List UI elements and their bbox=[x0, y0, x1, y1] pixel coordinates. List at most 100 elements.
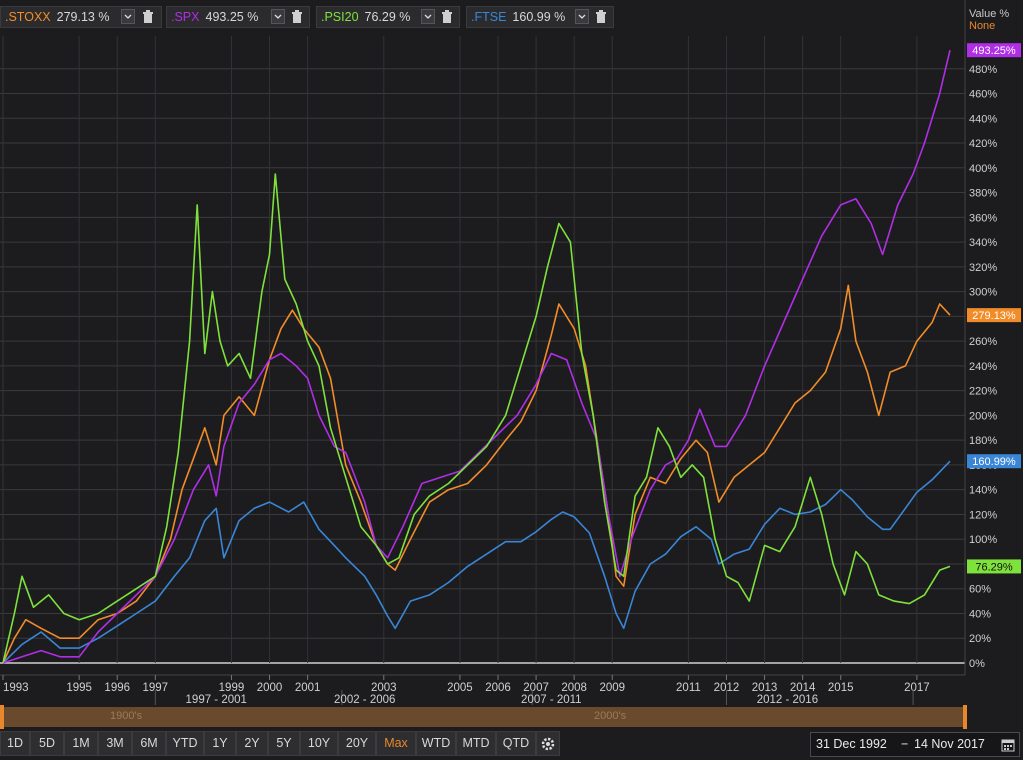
x-tick-label: 2014 bbox=[790, 682, 816, 694]
y-tick-label: 240% bbox=[969, 361, 997, 373]
y-axis-ticks: 0%20%40%60%80%100%120%140%160%180%200%22… bbox=[969, 64, 997, 670]
gridlines bbox=[0, 0, 966, 676]
x-tick-label: 1993 bbox=[3, 682, 29, 694]
y-tick-label: 320% bbox=[969, 262, 997, 274]
legend-value: 160.99 % bbox=[512, 10, 566, 24]
y-tick-label: 260% bbox=[969, 336, 997, 348]
period-button-1d[interactable]: 1D bbox=[0, 731, 30, 756]
x-tick-label: 2005 bbox=[447, 682, 473, 694]
y-tick-label: 420% bbox=[969, 138, 997, 150]
chevron-down-icon[interactable] bbox=[271, 9, 285, 24]
badge-bg bbox=[967, 43, 1021, 58]
y-tick-label: 340% bbox=[969, 237, 997, 249]
period-button-1m[interactable]: 1M bbox=[64, 731, 98, 756]
legend-symbol: .SPX bbox=[171, 10, 200, 24]
period-button-10y[interactable]: 10Y bbox=[300, 731, 338, 756]
badge-label: 493.25% bbox=[972, 45, 1016, 57]
last-value-badge: 279.13% bbox=[967, 308, 1021, 323]
range-end-handle[interactable] bbox=[963, 705, 967, 729]
badge-label: 160.99% bbox=[972, 456, 1016, 468]
legend-chip-psi20[interactable]: .PSI20 76.29 % bbox=[316, 6, 460, 28]
legend-symbol: .FTSE bbox=[471, 10, 507, 24]
range-era-label: 1900's bbox=[110, 710, 143, 722]
period-button-max[interactable]: Max bbox=[376, 731, 416, 756]
period-button-2y[interactable]: 2Y bbox=[236, 731, 268, 756]
x-tick-label: 2003 bbox=[371, 682, 397, 694]
y-tick-label: 200% bbox=[969, 410, 997, 422]
legend-chip-ftse[interactable]: .FTSE 160.99 % bbox=[466, 6, 614, 28]
period-button-qtd[interactable]: QTD bbox=[496, 731, 536, 756]
trash-icon[interactable] bbox=[594, 9, 608, 25]
calendar-icon[interactable] bbox=[1001, 737, 1015, 760]
y-tick-label: 20% bbox=[969, 633, 991, 645]
legend-bar: .STOXX 279.13 % .SPX 493.25 % .PSI20 76.29 … bbox=[0, 0, 965, 34]
badge-label: 76.29% bbox=[975, 561, 1013, 573]
y-tick-label: 60% bbox=[969, 584, 991, 596]
x-tick-label: 2011 bbox=[676, 682, 701, 694]
period-button-3m[interactable]: 3M bbox=[98, 731, 132, 756]
last-value-badge: 160.99% bbox=[967, 454, 1021, 469]
x-group-label: 2002 - 2006 bbox=[334, 694, 395, 705]
value-axis-title: Value % bbox=[969, 8, 1010, 20]
y-tick-label: 380% bbox=[969, 188, 997, 200]
trash-icon[interactable] bbox=[290, 9, 304, 25]
date-range-end: 14 Nov 2017 bbox=[914, 737, 985, 751]
date-range-separator: − bbox=[901, 737, 909, 751]
badge-bg bbox=[967, 454, 1021, 469]
period-button-ytd[interactable]: YTD bbox=[166, 731, 204, 756]
period-button-6m[interactable]: 6M bbox=[132, 731, 166, 756]
y-tick-label: 40% bbox=[969, 608, 991, 620]
badge-bg bbox=[967, 559, 1021, 574]
x-group-label: 2007 - 2011 bbox=[521, 694, 582, 705]
x-group-label: 2012 - 2016 bbox=[757, 694, 818, 705]
legend-symbol: .STOXX bbox=[5, 10, 51, 24]
line-chart[interactable]: 0%20%40%60%80%100%120%140%160%180%200%22… bbox=[0, 0, 1023, 705]
date-range-display[interactable]: 31 Dec 1992 − 14 Nov 2017 bbox=[810, 732, 1020, 757]
badge-label: 279.13% bbox=[972, 310, 1016, 322]
y-tick-label: 460% bbox=[969, 89, 997, 101]
x-tick-label: 2000 bbox=[257, 682, 283, 694]
gear-icon[interactable] bbox=[536, 731, 560, 756]
x-tick-label: 2009 bbox=[599, 682, 625, 694]
x-tick-label: 2012 bbox=[714, 682, 740, 694]
range-navigator[interactable]: 1900's 2000's bbox=[0, 707, 966, 727]
y-tick-label: 440% bbox=[969, 113, 997, 125]
period-button-1y[interactable]: 1Y bbox=[204, 731, 236, 756]
y-tick-label: 400% bbox=[969, 163, 997, 175]
legend-value: 493.25 % bbox=[205, 10, 259, 24]
legend-chip-stoxx[interactable]: .STOXX 279.13 % bbox=[0, 6, 162, 28]
period-button-5d[interactable]: 5D bbox=[30, 731, 64, 756]
x-tick-label: 2008 bbox=[561, 682, 587, 694]
series-lines bbox=[2, 50, 951, 664]
trash-icon[interactable] bbox=[141, 9, 155, 25]
x-tick-label: 2006 bbox=[485, 682, 511, 694]
legend-symbol: .PSI20 bbox=[321, 10, 359, 24]
y-tick-label: 0% bbox=[969, 658, 985, 670]
legend-value: 279.13 % bbox=[56, 10, 110, 24]
range-era-label: 2000's bbox=[594, 710, 627, 722]
last-value-badges: 160.99% 279.13% 493.25% 76.29% bbox=[967, 43, 1021, 574]
range-start-handle[interactable] bbox=[0, 705, 4, 729]
series-line-stoxx bbox=[2, 284, 951, 664]
period-button-20y[interactable]: 20Y bbox=[338, 731, 376, 756]
trash-icon[interactable] bbox=[440, 9, 454, 25]
legend-value: 76.29 % bbox=[364, 10, 411, 24]
period-button-wtd[interactable]: WTD bbox=[416, 731, 456, 756]
series-line-spx bbox=[2, 50, 951, 664]
period-toolbar: 1D 5D 1M 3M 6M YTD 1Y 2Y 5Y 10Y 20Y Max WTD MTD QTD bbox=[0, 731, 800, 757]
chevron-down-icon[interactable] bbox=[121, 9, 135, 24]
value-axis-subtitle: None bbox=[969, 20, 996, 32]
x-tick-label: 1997 bbox=[143, 682, 169, 694]
series-line-psi20 bbox=[2, 173, 951, 664]
y-tick-label: 220% bbox=[969, 386, 997, 398]
period-button-5y[interactable]: 5Y bbox=[268, 731, 300, 756]
x-tick-label: 2001 bbox=[295, 682, 321, 694]
chevron-down-icon[interactable] bbox=[575, 9, 589, 24]
x-tick-label: 2013 bbox=[752, 682, 778, 694]
period-button-mtd[interactable]: MTD bbox=[456, 731, 496, 756]
x-group-label: 1997 - 2001 bbox=[186, 694, 247, 705]
badge-bg bbox=[967, 308, 1021, 323]
chevron-down-icon[interactable] bbox=[421, 9, 435, 24]
x-tick-label: 1996 bbox=[104, 682, 130, 694]
legend-chip-spx[interactable]: .SPX 493.25 % bbox=[166, 6, 310, 28]
